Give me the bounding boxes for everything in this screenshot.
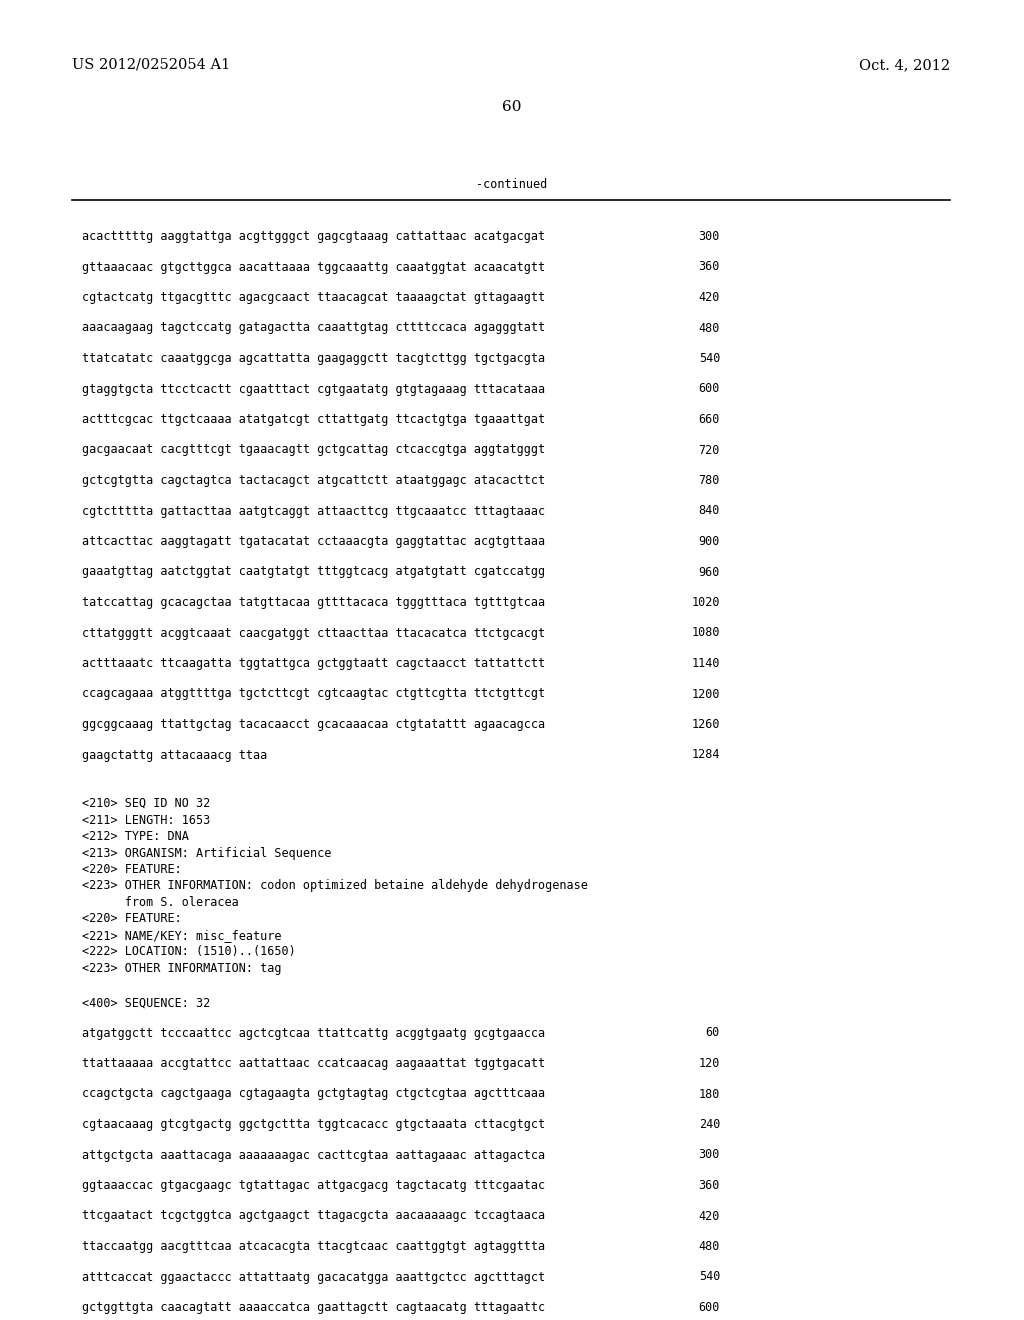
Text: 600: 600 [698,383,720,396]
Text: 300: 300 [698,1148,720,1162]
Text: <400> SEQUENCE: 32: <400> SEQUENCE: 32 [82,997,210,1010]
Text: 300: 300 [698,230,720,243]
Text: 1020: 1020 [691,597,720,609]
Text: ccagcagaaa atggttttga tgctcttcgt cgtcaagtac ctgttcgtta ttctgttcgt: ccagcagaaa atggttttga tgctcttcgt cgtcaag… [82,688,545,701]
Text: US 2012/0252054 A1: US 2012/0252054 A1 [72,58,230,73]
Text: cgtaacaaag gtcgtgactg ggctgcttta tggtcacacc gtgctaaata cttacgtgct: cgtaacaaag gtcgtgactg ggctgcttta tggtcac… [82,1118,545,1131]
Text: actttcgcac ttgctcaaaa atatgatcgt cttattgatg ttcactgtga tgaaattgat: actttcgcac ttgctcaaaa atatgatcgt cttattg… [82,413,545,426]
Text: gctcgtgtta cagctagtca tactacagct atgcattctt ataatggagc atacacttct: gctcgtgtta cagctagtca tactacagct atgcatt… [82,474,545,487]
Text: gaagctattg attacaaacg ttaa: gaagctattg attacaaacg ttaa [82,748,267,762]
Text: ccagctgcta cagctgaaga cgtagaagta gctgtagtag ctgctcgtaa agctttcaaa: ccagctgcta cagctgaaga cgtagaagta gctgtag… [82,1088,545,1101]
Text: <221> NAME/KEY: misc_feature: <221> NAME/KEY: misc_feature [82,929,282,942]
Text: ttattaaaaa accgtattcc aattattaac ccatcaacag aagaaattat tggtgacatt: ttattaaaaa accgtattcc aattattaac ccatcaa… [82,1057,545,1071]
Text: attcacttac aaggtagatt tgatacatat cctaaacgta gaggtattac acgtgttaaa: attcacttac aaggtagatt tgatacatat cctaaac… [82,535,545,548]
Text: <212> TYPE: DNA: <212> TYPE: DNA [82,830,188,843]
Text: ttcgaatact tcgctggtca agctgaagct ttagacgcta aacaaaaagc tccagtaaca: ttcgaatact tcgctggtca agctgaagct ttagacg… [82,1209,545,1222]
Text: 720: 720 [698,444,720,457]
Text: 1080: 1080 [691,627,720,639]
Text: <220> FEATURE:: <220> FEATURE: [82,912,181,925]
Text: 780: 780 [698,474,720,487]
Text: ttaccaatgg aacgtttcaa atcacacgta ttacgtcaac caattggtgt agtaggttta: ttaccaatgg aacgtttcaa atcacacgta ttacgtc… [82,1239,545,1253]
Text: Oct. 4, 2012: Oct. 4, 2012 [859,58,950,73]
Text: gacgaacaat cacgtttcgt tgaaacagtt gctgcattag ctcaccgtga aggtatgggt: gacgaacaat cacgtttcgt tgaaacagtt gctgcat… [82,444,545,457]
Text: 1140: 1140 [691,657,720,671]
Text: -continued: -continued [476,178,548,191]
Text: 420: 420 [698,1209,720,1222]
Text: 960: 960 [698,565,720,578]
Text: 1284: 1284 [691,748,720,762]
Text: ttatcatatc caaatggcga agcattatta gaagaggctt tacgtcttgg tgctgacgta: ttatcatatc caaatggcga agcattatta gaagagg… [82,352,545,366]
Text: 120: 120 [698,1057,720,1071]
Text: 60: 60 [706,1027,720,1040]
Text: cgtactcatg ttgacgtttc agacgcaact ttaacagcat taaaagctat gttagaagtt: cgtactcatg ttgacgtttc agacgcaact ttaacag… [82,290,545,304]
Text: 600: 600 [698,1302,720,1313]
Text: tatccattag gcacagctaa tatgttacaa gttttacaca tgggtttaca tgtttgtcaa: tatccattag gcacagctaa tatgttacaa gttttac… [82,597,545,609]
Text: 360: 360 [698,260,720,273]
Text: 480: 480 [698,1239,720,1253]
Text: atgatggctt tcccaattcc agctcgtcaa ttattcattg acggtgaatg gcgtgaacca: atgatggctt tcccaattcc agctcgtcaa ttattca… [82,1027,545,1040]
Text: gttaaacaac gtgcttggca aacattaaaa tggcaaattg caaatggtat acaacatgtt: gttaaacaac gtgcttggca aacattaaaa tggcaaa… [82,260,545,273]
Text: ggtaaaccac gtgacgaagc tgtattagac attgacgacg tagctacatg tttcgaatac: ggtaaaccac gtgacgaagc tgtattagac attgacg… [82,1179,545,1192]
Text: 900: 900 [698,535,720,548]
Text: 840: 840 [698,504,720,517]
Text: 420: 420 [698,290,720,304]
Text: attgctgcta aaattacaga aaaaaaagac cacttcgtaa aattagaaac attagactca: attgctgcta aaattacaga aaaaaaagac cacttcg… [82,1148,545,1162]
Text: gaaatgttag aatctggtat caatgtatgt tttggtcacg atgatgtatt cgatccatgg: gaaatgttag aatctggtat caatgtatgt tttggtc… [82,565,545,578]
Text: 240: 240 [698,1118,720,1131]
Text: ggcggcaaag ttattgctag tacacaacct gcacaaacaa ctgtatattt agaacagcca: ggcggcaaag ttattgctag tacacaacct gcacaaa… [82,718,545,731]
Text: <220> FEATURE:: <220> FEATURE: [82,863,181,876]
Text: gctggttgta caacagtatt aaaaccatca gaattagctt cagtaacatg tttagaattc: gctggttgta caacagtatt aaaaccatca gaattag… [82,1302,545,1313]
Text: 660: 660 [698,413,720,426]
Text: <223> OTHER INFORMATION: codon optimized betaine aldehyde dehydrogenase: <223> OTHER INFORMATION: codon optimized… [82,879,588,892]
Text: <222> LOCATION: (1510)..(1650): <222> LOCATION: (1510)..(1650) [82,945,296,958]
Text: actttaaatc ttcaagatta tggtattgca gctggtaatt cagctaacct tattattctt: actttaaatc ttcaagatta tggtattgca gctggta… [82,657,545,671]
Text: aaacaagaag tagctccatg gatagactta caaattgtag cttttccaca agagggtatt: aaacaagaag tagctccatg gatagactta caaattg… [82,322,545,334]
Text: <210> SEQ ID NO 32: <210> SEQ ID NO 32 [82,797,210,810]
Text: cgtcttttta gattacttaa aatgtcaggt attaacttcg ttgcaaatcc tttagtaaac: cgtcttttta gattacttaa aatgtcaggt attaact… [82,504,545,517]
Text: 540: 540 [698,1270,720,1283]
Text: <223> OTHER INFORMATION: tag: <223> OTHER INFORMATION: tag [82,962,282,975]
Text: <211> LENGTH: 1653: <211> LENGTH: 1653 [82,813,210,826]
Text: 360: 360 [698,1179,720,1192]
Text: gtaggtgcta ttcctcactt cgaatttact cgtgaatatg gtgtagaaag tttacataaa: gtaggtgcta ttcctcactt cgaatttact cgtgaat… [82,383,545,396]
Text: 1200: 1200 [691,688,720,701]
Text: from S. oleracea: from S. oleracea [82,896,239,909]
Text: 540: 540 [698,352,720,366]
Text: <213> ORGANISM: Artificial Sequence: <213> ORGANISM: Artificial Sequence [82,846,332,859]
Text: 60: 60 [502,100,522,114]
Text: cttatgggtt acggtcaaat caacgatggt cttaacttaa ttacacatca ttctgcacgt: cttatgggtt acggtcaaat caacgatggt cttaact… [82,627,545,639]
Text: 180: 180 [698,1088,720,1101]
Text: atttcaccat ggaactaccc attattaatg gacacatgga aaattgctcc agctttagct: atttcaccat ggaactaccc attattaatg gacacat… [82,1270,545,1283]
Text: 480: 480 [698,322,720,334]
Text: 1260: 1260 [691,718,720,731]
Text: acactttttg aaggtattga acgttgggct gagcgtaaag cattattaac acatgacgat: acactttttg aaggtattga acgttgggct gagcgta… [82,230,545,243]
